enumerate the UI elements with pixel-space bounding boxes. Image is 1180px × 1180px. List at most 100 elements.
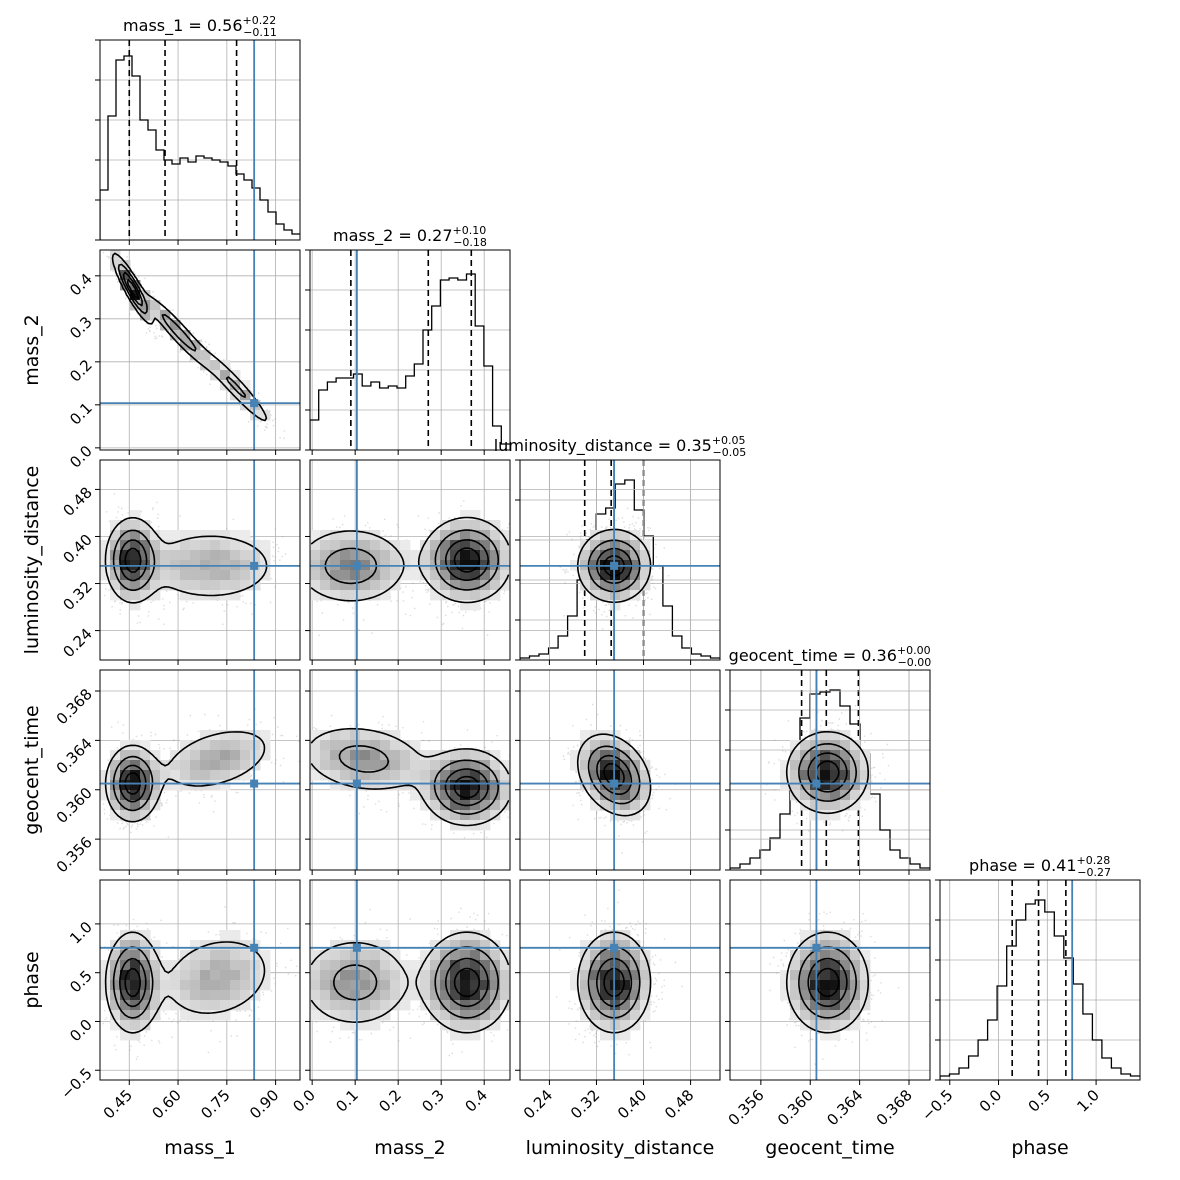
density-cell [240, 760, 251, 771]
density-cell [120, 260, 131, 271]
density-cell [120, 930, 131, 941]
x-tick-label-luminosity_distance: 0.48 [661, 1086, 697, 1122]
density-cell [580, 950, 591, 961]
density-cell [460, 750, 471, 761]
density-cell [600, 960, 611, 971]
density-cell [590, 750, 601, 761]
density-cell [800, 790, 811, 801]
x-tick-label-geocent_time: 0.368 [873, 1086, 916, 1129]
density-cell [640, 540, 651, 551]
density-cell [450, 540, 461, 551]
density-cell [240, 570, 251, 581]
density-cell [320, 1000, 331, 1011]
density-cell [590, 800, 601, 811]
density-cell [810, 760, 821, 771]
density-cell [180, 760, 191, 771]
density-cell [470, 590, 481, 601]
density-cell [130, 530, 141, 541]
density-cell [380, 570, 391, 581]
density-cell [380, 960, 391, 971]
density-cell [800, 980, 811, 991]
axes-frame [99, 879, 301, 1081]
density-cell [490, 990, 501, 1001]
density-cell [140, 740, 151, 751]
density-cell [810, 990, 821, 1001]
density-cell [310, 960, 321, 971]
density-cell [860, 760, 871, 771]
y-tick-label-mass_2: 0.3 [66, 313, 96, 343]
density-cell [110, 960, 121, 971]
density-cell [180, 980, 191, 991]
density-cell [330, 580, 341, 591]
density-cell [210, 760, 221, 771]
density-cell [860, 980, 871, 991]
density-cell [190, 990, 201, 1001]
density-cell [180, 570, 191, 581]
density-cell [480, 540, 491, 551]
axes-frame [519, 669, 721, 871]
density-cell [120, 800, 131, 811]
y-tick-label-phase: 0.0 [66, 1016, 96, 1046]
axes-frame [99, 249, 301, 451]
density-cell [470, 530, 481, 541]
density-cell [140, 1000, 151, 1011]
contour-0 [576, 528, 652, 604]
density-cell [170, 550, 181, 561]
density-cell [430, 940, 441, 951]
density-cell [390, 990, 401, 1001]
density-cell [200, 570, 211, 581]
density-cell [810, 950, 821, 961]
density-cell [850, 770, 861, 781]
density-cell [460, 550, 471, 561]
density-cell [430, 1000, 441, 1011]
density-cell [490, 540, 501, 551]
density-cell [230, 990, 241, 1001]
density-cell [160, 960, 171, 971]
density-cell [810, 750, 821, 761]
density-cell [590, 790, 601, 801]
density-cell [500, 960, 510, 971]
density-cell [220, 930, 231, 941]
density-cell [780, 990, 791, 1001]
density-cell [340, 580, 351, 591]
density-cell [120, 950, 131, 961]
density-cell [200, 960, 211, 971]
density-cell [260, 740, 271, 751]
x-tick-label-luminosity_distance: 0.24 [520, 1086, 556, 1122]
density-cell [630, 970, 641, 981]
density-cell [580, 540, 591, 551]
density-cell [450, 930, 461, 941]
density-cell [440, 790, 451, 801]
density-cell [620, 780, 631, 791]
density-cell [170, 570, 181, 581]
density-cell [170, 530, 181, 541]
density-cell [370, 940, 381, 951]
density-cell [850, 1020, 861, 1031]
density-cell [340, 980, 351, 991]
density-cell [600, 1000, 611, 1011]
density-cell [350, 950, 361, 961]
density-cell [210, 740, 221, 751]
density-cell [420, 950, 431, 961]
density-cell [400, 1000, 411, 1011]
density-cell [130, 950, 141, 961]
density-cell [310, 530, 321, 541]
density-cell [420, 960, 431, 971]
axes-frame [99, 39, 301, 241]
density-cell [180, 530, 191, 541]
density-cell [640, 780, 651, 791]
density-cell [840, 990, 851, 1001]
density-cell [640, 970, 651, 981]
density-cell [810, 970, 821, 981]
density-cell [210, 570, 221, 581]
density-cell [230, 380, 241, 391]
density-cell [850, 1000, 861, 1011]
density-cell [390, 740, 401, 751]
density-cell [820, 790, 831, 801]
density-cell [450, 960, 461, 971]
density-cell [850, 990, 861, 1001]
density-cell [150, 750, 161, 761]
density-cell [610, 580, 621, 591]
density-cell [240, 960, 251, 971]
density-cell [170, 320, 181, 331]
